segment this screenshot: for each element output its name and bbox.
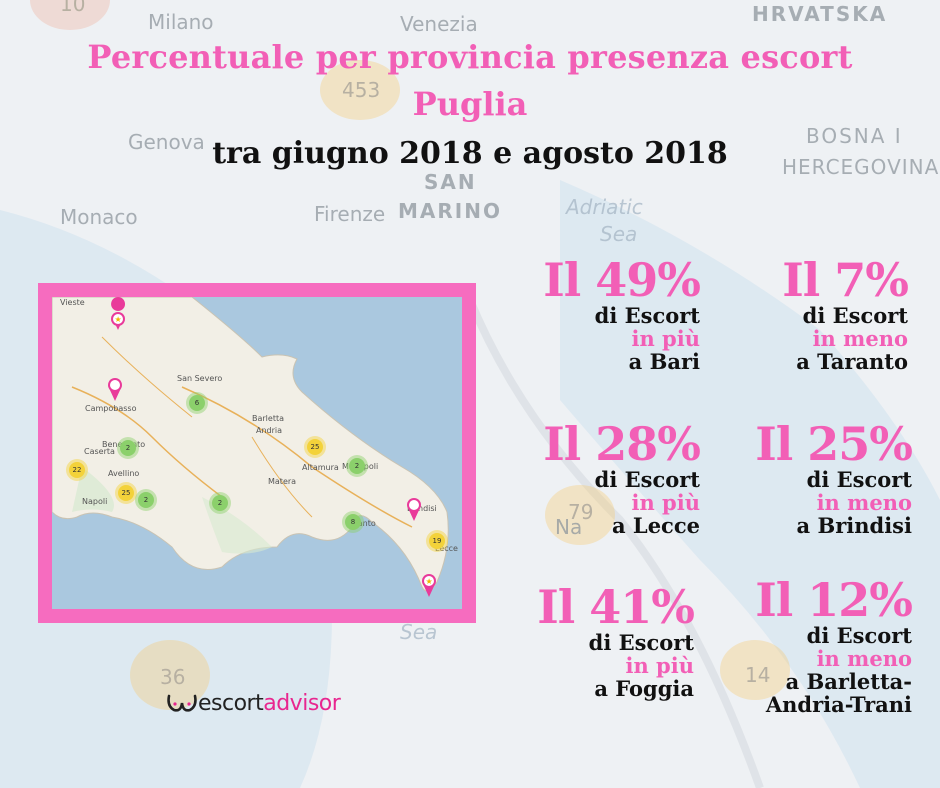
stat-percent: Il 12%	[755, 573, 913, 627]
stat-percent: Il 25%	[755, 417, 913, 471]
map-cluster[interactable]: 2	[349, 458, 365, 474]
map-cluster[interactable]: 8	[345, 514, 361, 530]
stat-province: a Barletta-	[785, 669, 912, 694]
stat-direction: in meno	[812, 326, 908, 351]
stat-direction: in più	[631, 326, 701, 351]
stat-subject: di Escort	[806, 623, 912, 648]
stat-direction: in meno	[816, 646, 912, 671]
map-cluster[interactable]: 2	[120, 440, 136, 456]
stat-percent: Il 41%	[537, 580, 695, 634]
stat-province: a Bari	[628, 349, 700, 374]
page-subtitle-period: tra giugno 2018 e agosto 2018	[212, 136, 728, 171]
stat-direction: in più	[625, 653, 695, 678]
map-cluster[interactable]: 25	[118, 485, 134, 501]
stat-percent: Il 7%	[782, 253, 909, 307]
stat-subject: di Escort	[806, 467, 912, 492]
map-cluster[interactable]: 22	[69, 462, 85, 478]
stat-barletta-andria-trani: Il 12% di Escort in meno a Barletta- And…	[692, 573, 913, 717]
stat-percent: Il 28%	[543, 417, 701, 471]
stat-direction: in meno	[816, 490, 912, 515]
stat-subject: di Escort	[802, 303, 908, 328]
puglia-map: Vieste Campobasso San Severo Barletta An…	[52, 297, 462, 609]
stat-province: a Taranto	[796, 349, 908, 374]
stat-subject: di Escort	[588, 630, 694, 655]
stat-subject: di Escort	[594, 303, 700, 328]
stat-lecce: Il 28% di Escort in più a Lecce	[480, 417, 701, 538]
stat-brindisi: Il 25% di Escort in meno a Brindisi	[712, 417, 913, 538]
map-cluster[interactable]: 2	[212, 495, 228, 511]
map-cluster[interactable]: 19	[429, 533, 445, 549]
map-cluster[interactable]: 25	[307, 439, 323, 455]
stat-bari: Il 49% di Escort in più a Bari	[480, 253, 701, 374]
stat-foggia: Il 41% di Escort in più a Foggia	[494, 580, 695, 701]
stat-province: a Brindisi	[796, 513, 912, 538]
stat-percent: Il 49%	[543, 253, 701, 307]
stat-province-cont: Andria-Trani	[765, 692, 912, 717]
stat-province: a Foggia	[594, 676, 694, 701]
stat-taranto: Il 7% di Escort in meno a Taranto	[708, 253, 909, 374]
map-cluster[interactable]: 6	[189, 395, 205, 411]
logo-mark-icon	[167, 694, 197, 712]
escortadvisor-logo: escortadvisor	[166, 688, 341, 718]
logo-text: escortadvisor	[198, 690, 341, 716]
page-subtitle-region: Puglia	[412, 85, 528, 123]
map-frame: Vieste Campobasso San Severo Barletta An…	[38, 283, 476, 623]
stat-direction: in più	[631, 490, 701, 515]
stat-subject: di Escort	[594, 467, 700, 492]
stat-province: a Lecce	[612, 513, 700, 538]
map-cluster[interactable]: 2	[138, 492, 154, 508]
page-title: Percentuale per provincia presenza escor…	[87, 38, 853, 76]
